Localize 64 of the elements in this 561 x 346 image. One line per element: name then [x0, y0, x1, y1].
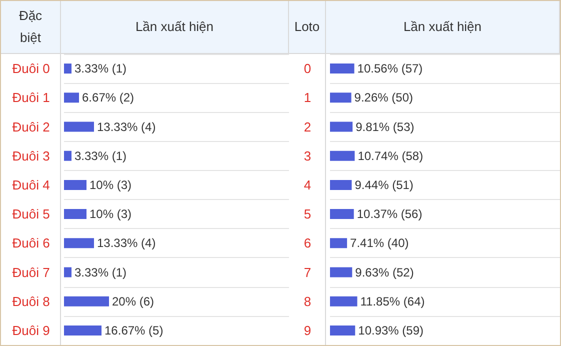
bar: [330, 122, 353, 132]
y-axis-title: Đặc biệt: [1, 1, 61, 54]
bar: [64, 150, 72, 161]
y-axis-title: Loto: [289, 1, 326, 54]
data-label: 20% (6): [112, 294, 154, 308]
data-label: 9.81% (53): [356, 120, 414, 134]
category-label: 0: [304, 61, 312, 76]
category-label: Đuôi 7: [12, 264, 50, 280]
data-label: 3.33% (1): [74, 148, 127, 163]
data-label: 10.37% (56): [356, 207, 422, 222]
bar: [330, 238, 348, 248]
category-label: Đuôi 4: [12, 177, 50, 192]
bar: [64, 238, 94, 248]
category-label: 6: [304, 236, 312, 251]
category-label: 5: [304, 206, 312, 222]
category-label: Đuôi 9: [12, 322, 50, 338]
data-label: 16.67% (5): [104, 323, 164, 338]
chart-title: Lần xuất hiện: [326, 1, 560, 54]
data-label: 9.63% (52): [355, 265, 414, 280]
bar: [330, 180, 352, 190]
data-label: 3.33% (1): [74, 265, 127, 280]
category-label: Đuôi 8: [12, 294, 50, 309]
category-label: 4: [304, 177, 312, 192]
chart-title: Lần xuất hiện: [61, 1, 289, 54]
category-label: Đuôi 3: [12, 148, 50, 164]
bar: [330, 296, 358, 306]
bar: [330, 267, 352, 278]
data-label: 7.41% (40): [350, 236, 409, 250]
data-label: 11.85% (64): [360, 294, 425, 308]
category-label: Đuôi 1: [12, 90, 50, 106]
category-label: 2: [304, 119, 312, 134]
category-label: 3: [304, 148, 312, 164]
data-label: 3.33% (1): [74, 62, 127, 76]
data-label: 10% (3): [90, 178, 132, 192]
bar: [330, 150, 355, 161]
bar: [330, 92, 352, 103]
category-label: 8: [304, 294, 312, 309]
data-label: 10.74% (58): [358, 148, 424, 163]
data-label: 9.26% (50): [354, 90, 413, 105]
category-label: Đuôi 5: [12, 206, 50, 222]
category-label: Đuôi 6: [12, 236, 50, 251]
data-label: 6.67% (2): [82, 90, 134, 105]
data-label: 10% (3): [90, 207, 132, 222]
category-label: 9: [304, 322, 312, 338]
bar: [330, 325, 356, 336]
category-label: Đuôi 2: [12, 119, 50, 134]
bar: [64, 122, 94, 132]
data-label: 13.33% (4): [96, 236, 156, 250]
bar: [64, 180, 86, 190]
data-label: 9.44% (51): [354, 178, 414, 192]
bar: [64, 325, 102, 336]
bar: [330, 209, 354, 220]
data-label: 13.33% (4): [96, 120, 156, 134]
bar: [64, 209, 86, 220]
data-label: 10.56% (57): [357, 62, 423, 76]
bar: [64, 267, 72, 278]
bar: [64, 64, 72, 74]
category-label: Đuôi 0: [12, 61, 50, 76]
category-label: 7: [304, 264, 312, 280]
category-label: 1: [304, 90, 312, 106]
data-label: 10.93% (59): [358, 323, 424, 338]
bar: [64, 296, 109, 306]
bar: [330, 64, 354, 74]
bar: [64, 92, 80, 103]
